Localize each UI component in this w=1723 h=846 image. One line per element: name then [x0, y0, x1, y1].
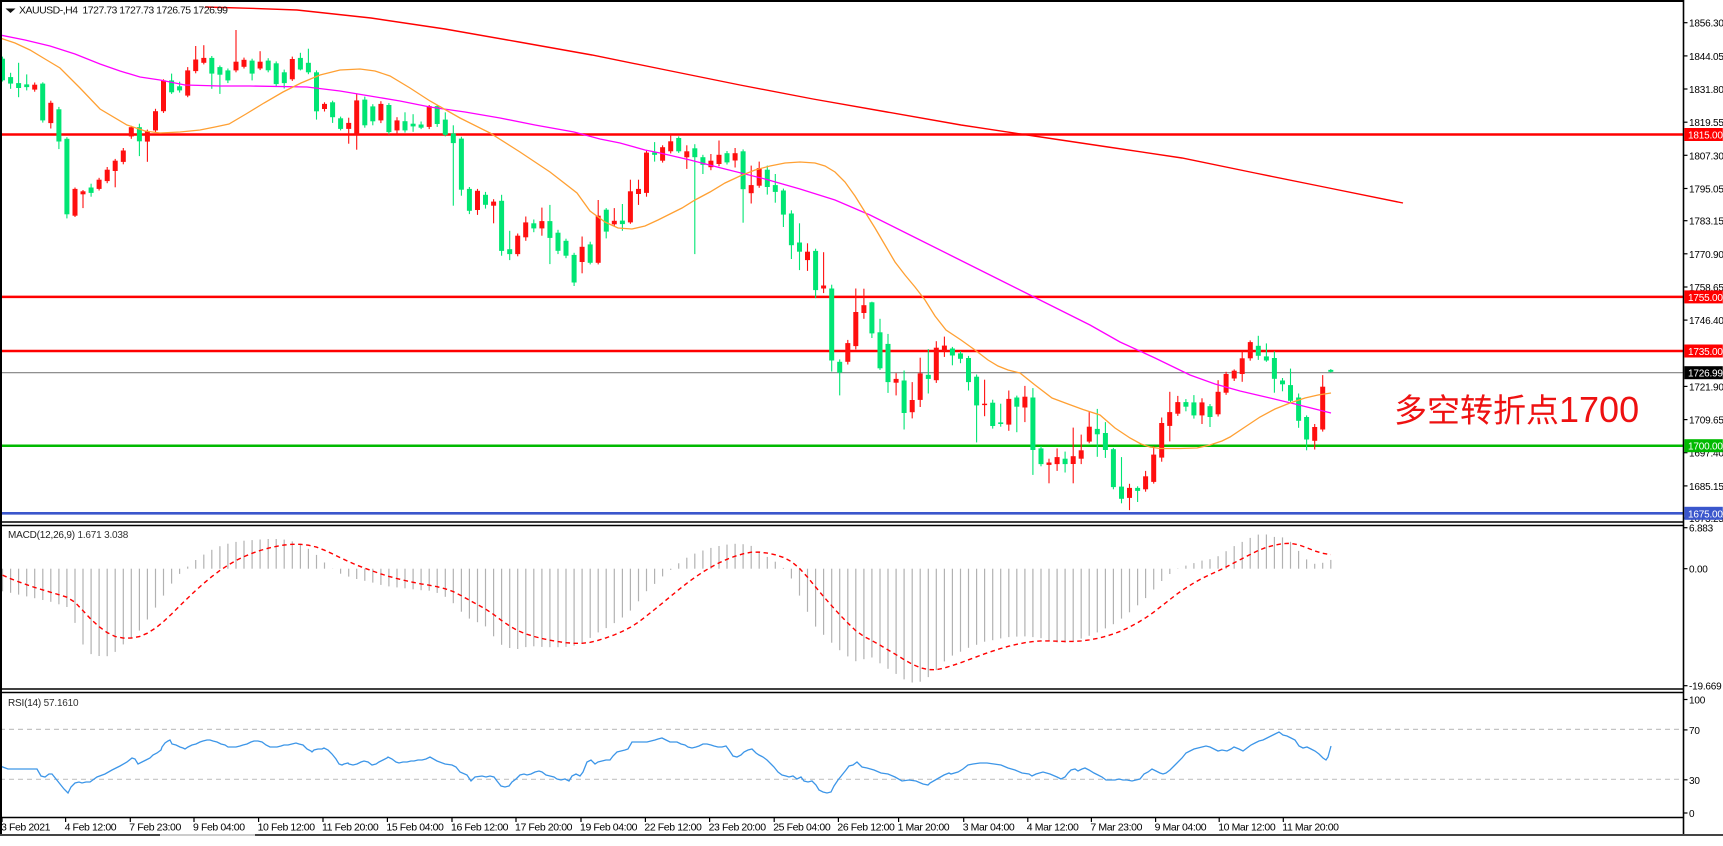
svg-text:11 Feb 20:00: 11 Feb 20:00 [322, 822, 379, 834]
svg-text:1685.15: 1685.15 [1689, 482, 1723, 493]
svg-text:1795.05: 1795.05 [1689, 185, 1723, 196]
svg-text:25 Feb 04:00: 25 Feb 04:00 [773, 822, 831, 834]
svg-text:11 Mar 20:00: 11 Mar 20:00 [1282, 822, 1339, 834]
svg-text:RSI(14) 57.1610: RSI(14) 57.1610 [8, 698, 79, 709]
svg-text:1697.40: 1697.40 [1689, 449, 1723, 460]
svg-text:70: 70 [1689, 726, 1700, 737]
svg-text:0.00: 0.00 [1689, 565, 1708, 576]
svg-text:1819.55: 1819.55 [1689, 118, 1723, 129]
svg-text:1721.90: 1721.90 [1689, 382, 1723, 393]
svg-text:1700.00: 1700.00 [1688, 442, 1723, 453]
svg-text:MACD(12,26,9) 1.671 3.038: MACD(12,26,9) 1.671 3.038 [8, 530, 129, 541]
svg-text:1675.00: 1675.00 [1688, 509, 1723, 520]
svg-text:1709.65: 1709.65 [1689, 416, 1723, 427]
svg-text:XAUUSD-,H4 1727.73 1727.73 17: XAUUSD-,H4 1727.73 1727.73 1726.75 1726.… [19, 5, 228, 17]
svg-text:1770.90: 1770.90 [1689, 250, 1723, 261]
svg-text:1758.65: 1758.65 [1689, 283, 1723, 294]
svg-text:4 Mar 12:00: 4 Mar 12:00 [1027, 822, 1079, 834]
svg-text:1844.05: 1844.05 [1689, 52, 1723, 63]
svg-text:4 Feb 12:00: 4 Feb 12:00 [65, 822, 117, 834]
svg-text:1 Mar 20:00: 1 Mar 20:00 [898, 822, 950, 834]
svg-text:1807.30: 1807.30 [1689, 151, 1723, 162]
svg-text:1746.40: 1746.40 [1689, 316, 1723, 327]
svg-text:3 Mar 04:00: 3 Mar 04:00 [963, 822, 1015, 834]
svg-text:1783.15: 1783.15 [1689, 217, 1723, 228]
svg-text:15 Feb 04:00: 15 Feb 04:00 [386, 822, 444, 834]
svg-text:10 Mar 12:00: 10 Mar 12:00 [1218, 822, 1276, 834]
svg-text:-19.669: -19.669 [1689, 682, 1722, 693]
svg-text:19 Feb 04:00: 19 Feb 04:00 [580, 822, 638, 834]
svg-text:1831.80: 1831.80 [1689, 85, 1723, 96]
svg-text:6.883: 6.883 [1689, 524, 1714, 535]
svg-text:1815.00: 1815.00 [1688, 131, 1723, 142]
svg-text:7 Mar 23:00: 7 Mar 23:00 [1090, 822, 1142, 834]
svg-text:100: 100 [1689, 696, 1706, 707]
svg-text:0: 0 [1689, 809, 1695, 820]
svg-text:1755.00: 1755.00 [1688, 293, 1723, 304]
svg-text:9 Mar 04:00: 9 Mar 04:00 [1155, 822, 1207, 834]
svg-text:9 Feb 04:00: 9 Feb 04:00 [193, 822, 245, 834]
svg-text:10 Feb 12:00: 10 Feb 12:00 [258, 822, 316, 834]
svg-text:22 Feb 12:00: 22 Feb 12:00 [644, 822, 702, 834]
svg-text:1735.00: 1735.00 [1688, 347, 1723, 358]
svg-text:16 Feb 12:00: 16 Feb 12:00 [451, 822, 509, 834]
svg-text:7 Feb 23:00: 7 Feb 23:00 [129, 822, 181, 834]
svg-text:1700: 1700 [1559, 389, 1639, 430]
svg-text:23 Feb 20:00: 23 Feb 20:00 [709, 822, 767, 834]
svg-text:30: 30 [1689, 776, 1700, 787]
svg-text:1856.30: 1856.30 [1689, 19, 1723, 30]
svg-text:3 Feb 2021: 3 Feb 2021 [1, 822, 51, 834]
svg-text:1726.99: 1726.99 [1688, 369, 1723, 380]
svg-text:17 Feb 20:00: 17 Feb 20:00 [515, 822, 573, 834]
svg-text:26 Feb 12:00: 26 Feb 12:00 [837, 822, 895, 834]
